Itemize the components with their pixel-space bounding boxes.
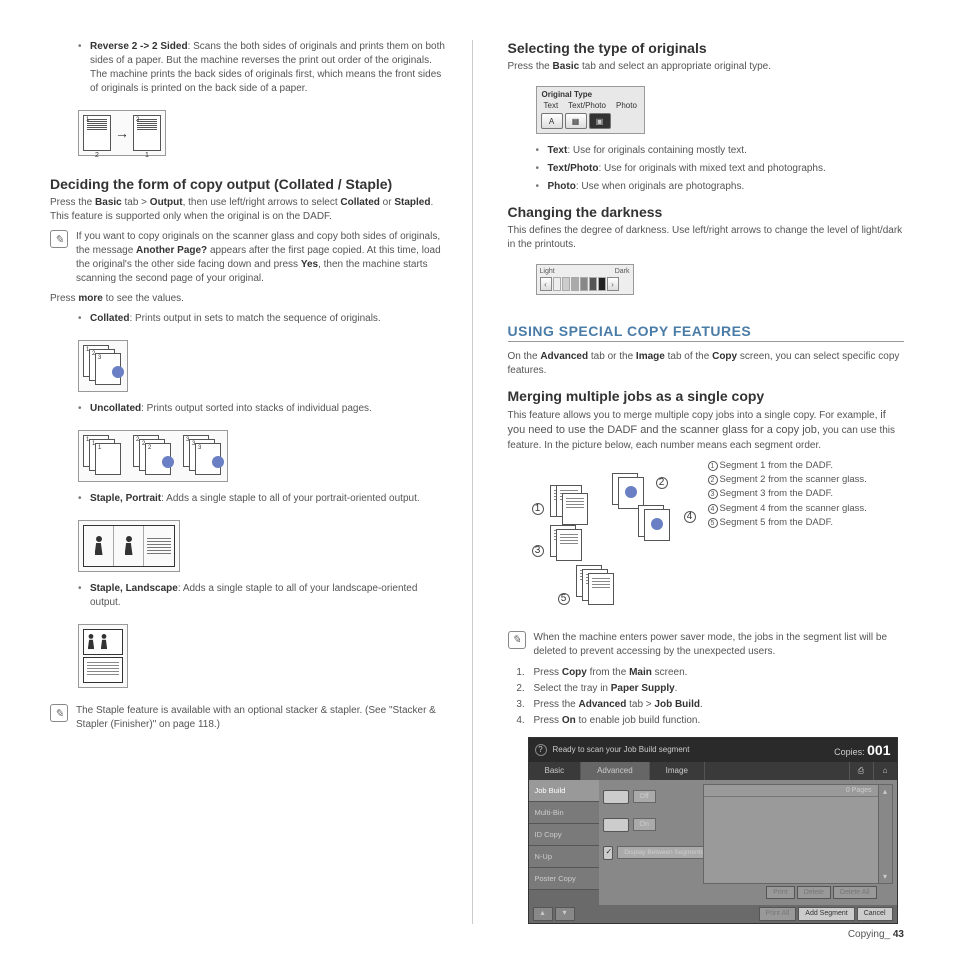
widget-title: Original Type: [539, 89, 642, 100]
note-icon: ✎: [508, 631, 526, 649]
photo-item: Photo: Use when originals are photograph…: [536, 180, 905, 194]
label-off: Off: [633, 790, 656, 803]
left-column: Reverse 2 -> 2 Sided: Scans the both sid…: [50, 40, 473, 924]
nav-down[interactable]: ▾: [555, 907, 575, 921]
section-special: USING SPECIAL COPY FEATURES: [508, 323, 905, 342]
text-item: Text: Use for originals containing mostl…: [536, 144, 905, 158]
btn-add-segment[interactable]: Add Segment: [798, 907, 854, 921]
tab-advanced[interactable]: Advanced: [581, 762, 650, 780]
btn-cancel[interactable]: Cancel: [857, 907, 893, 921]
page-footer: Copying_ 43: [848, 929, 904, 940]
btn-delete-all[interactable]: Delete All: [833, 886, 877, 899]
sidebar-job-build[interactable]: Job Build: [529, 780, 599, 802]
selecting-intro: Press the Basic tab and select an approp…: [508, 60, 905, 74]
darkness-slider: Light Dark ‹ ›: [536, 264, 634, 295]
tab-icon-2[interactable]: ⌂: [873, 762, 897, 780]
status-text: Ready to scan your Job Build segment: [553, 745, 690, 754]
label-display-between: Display Between Segments: [617, 846, 711, 859]
uncollated-figure: 1 1 1 2 2 2 3 3 3: [78, 430, 228, 482]
sidebar-id-copy[interactable]: ID Copy: [529, 824, 599, 846]
arrow-left-button[interactable]: ‹: [540, 277, 552, 291]
btn-delete[interactable]: Delete: [797, 886, 831, 899]
arrow-right-button[interactable]: ›: [607, 277, 619, 291]
copies-value: 001: [867, 742, 890, 758]
note-icon: ✎: [50, 704, 68, 722]
heading-darkness: Changing the darkness: [508, 204, 905, 220]
heading-collated: Deciding the form of copy output (Collat…: [50, 176, 447, 192]
toggle-off[interactable]: [603, 790, 629, 804]
label-light: Light: [540, 268, 555, 275]
arrow-icon: →: [115, 125, 129, 141]
btn-print[interactable]: Print: [766, 886, 794, 899]
tab-image[interactable]: Image: [650, 762, 705, 780]
reverse-item: Reverse 2 -> 2 Sided: Scans the both sid…: [78, 40, 447, 96]
press-more: Press more to see the values.: [50, 292, 447, 306]
btn-text[interactable]: A: [541, 113, 563, 129]
scroll-down-icon[interactable]: ▾: [883, 872, 887, 881]
sidebar-poster[interactable]: Poster Copy: [529, 868, 599, 890]
opt-photo: Photo: [611, 100, 642, 111]
heading-merge: Merging multiple jobs as a single copy: [508, 388, 905, 404]
collated-intro: Press the Basic tab > Output, then use l…: [50, 196, 447, 224]
tab-basic[interactable]: Basic: [529, 762, 582, 780]
right-column: Selecting the type of originals Press th…: [503, 40, 905, 924]
staple-portrait-item: Staple, Portrait: Adds a single staple t…: [78, 492, 447, 506]
note-power-saver: ✎ When the machine enters power saver mo…: [508, 631, 905, 659]
note-icon: ✎: [50, 230, 68, 248]
reverse-figure: 1 2 → 2 1: [78, 110, 166, 156]
tab-icon-1[interactable]: ⎙: [849, 762, 873, 780]
original-type-widget: Original Type Text Text/Photo Photo A ▦ …: [536, 86, 645, 134]
staple-landscape-figure: [78, 624, 128, 688]
special-intro: On the Advanced tab or the Image tab of …: [508, 350, 905, 378]
text-photo-item: Text/Photo: Use for originals with mixed…: [536, 162, 905, 176]
btn-print-all[interactable]: Print All: [759, 907, 797, 921]
merge-legend: 1Segment 1 from the DADF. 2Segment 2 fro…: [708, 459, 867, 530]
staple-landscape-item: Staple, Landscape: Adds a single staple …: [78, 582, 447, 610]
sidebar-multi-bin[interactable]: Multi-Bin: [529, 802, 599, 824]
copier-screenshot: ? Ready to scan your Job Build segment C…: [528, 737, 898, 924]
label-dark: Dark: [615, 268, 630, 275]
toggle-display-between[interactable]: [603, 846, 614, 860]
pages-count: 0 Pages: [704, 785, 892, 797]
merge-intro: This feature allows you to merge multipl…: [508, 408, 905, 453]
reverse-title: Reverse 2 -> 2 Sided: [90, 41, 188, 52]
scrollbar[interactable]: ▴ ▾: [878, 785, 892, 883]
label-on: On: [633, 818, 656, 831]
staple-portrait-figure: [78, 520, 180, 572]
segment-list: 0 Pages ▴ ▾: [703, 784, 893, 884]
btn-photo[interactable]: ▣: [589, 113, 611, 129]
nav-up[interactable]: ▴: [533, 907, 553, 921]
opt-text: Text: [539, 100, 564, 111]
collated-item: Collated: Prints output in sets to match…: [78, 312, 447, 326]
help-icon[interactable]: ?: [535, 744, 547, 756]
collated-figure: 1 2 3: [78, 340, 128, 392]
btn-text-photo[interactable]: ▦: [565, 113, 587, 129]
note-another-page: ✎ If you want to copy originals on the s…: [50, 230, 447, 286]
merge-figure: 1 2 3 4 5: [528, 465, 698, 615]
heading-selecting: Selecting the type of originals: [508, 40, 905, 56]
steps-list: Press Copy from the Main screen. Select …: [528, 665, 905, 729]
scroll-up-icon[interactable]: ▴: [883, 787, 887, 796]
uncollated-item: Uncollated: Prints output sorted into st…: [78, 402, 447, 416]
opt-text-photo: Text/Photo: [563, 100, 611, 111]
copies-label: Copies:: [834, 747, 865, 757]
sidebar-n-up[interactable]: N-Up: [529, 846, 599, 868]
toggle-on[interactable]: [603, 818, 629, 832]
darkness-intro: This defines the degree of darkness. Use…: [508, 224, 905, 252]
note-staple: ✎ The Staple feature is available with a…: [50, 704, 447, 732]
